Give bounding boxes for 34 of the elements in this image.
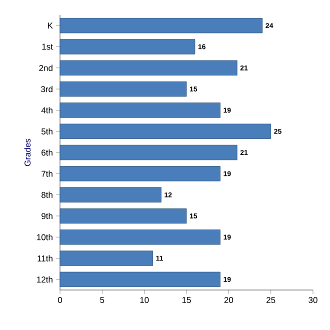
bar [60,144,238,160]
y-tick-label: 10th [37,234,52,240]
bar [60,102,220,118]
bar [60,81,187,97]
y-tick-label: 6th [42,149,52,156]
x-tick-label: 20 [224,297,234,304]
bar [60,208,187,224]
bar [60,60,238,76]
x-tick-label: 25 [266,297,276,304]
y-tick-label: 9th [42,212,52,220]
bar [60,187,162,202]
y-tick-label: 3rd [41,86,52,92]
x-tick-label: 15 [182,297,191,303]
x-tick-label: 30 [308,297,318,304]
bar [60,39,196,54]
y-tick-label: K [48,22,53,29]
y-tick-label: 1st [42,44,53,50]
bar [60,18,263,34]
bar [60,124,272,139]
bar [60,272,220,288]
y-tick-label: 4th [41,107,52,114]
y-tick-label: 8th [42,192,52,198]
y-tick-label: 2nd [39,64,52,72]
y-axis-title: Grades [24,138,31,166]
bar [60,166,220,182]
x-tick-label: 5 [100,297,104,303]
x-tick-label: 0 [58,297,62,304]
y-tick-label: 11th [38,255,52,262]
y-tick-label: 5th [41,128,52,134]
y-tick-label: 12th [37,276,52,283]
y-tick-label: 7th [42,170,52,177]
bar [60,230,220,245]
bar [60,250,153,266]
x-tick-label: 10 [140,297,149,304]
